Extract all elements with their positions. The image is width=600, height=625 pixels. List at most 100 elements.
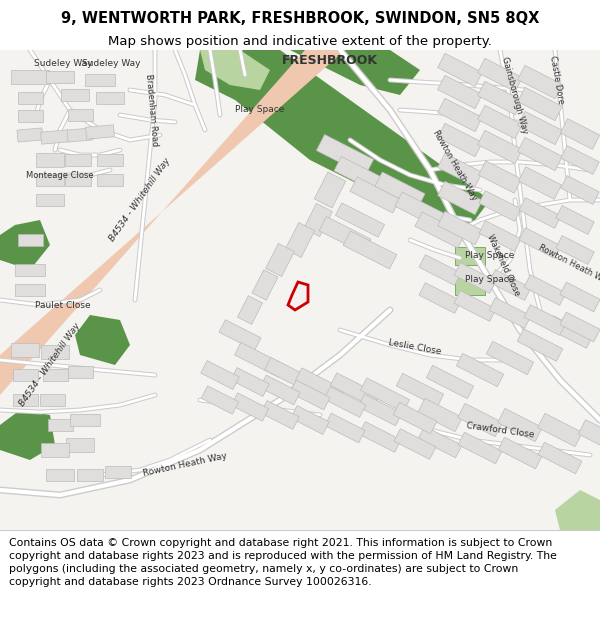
Bar [478, 131, 523, 164]
Bar [41, 443, 69, 457]
Bar [65, 174, 91, 186]
Bar [13, 369, 37, 381]
Bar [538, 442, 582, 474]
Bar [415, 212, 465, 248]
Text: Contains OS data © Crown copyright and database right 2021. This information is : Contains OS data © Crown copyright and d… [9, 538, 557, 588]
Bar [43, 369, 67, 381]
Bar [334, 156, 386, 194]
Bar [437, 211, 482, 244]
Bar [47, 419, 73, 431]
Bar [454, 262, 496, 293]
Bar [518, 66, 562, 99]
Bar [201, 361, 239, 389]
Bar [67, 109, 92, 121]
Bar [395, 192, 445, 228]
Bar [350, 177, 400, 213]
Bar [427, 366, 473, 399]
Bar [518, 88, 562, 121]
Polygon shape [0, 410, 55, 460]
Bar [252, 270, 278, 300]
Text: Castle Dore: Castle Dore [548, 55, 566, 105]
Bar [419, 254, 461, 286]
Bar [295, 368, 344, 402]
Bar [556, 206, 594, 234]
Bar [77, 469, 103, 481]
Bar [331, 373, 380, 407]
Bar [455, 277, 485, 295]
Bar [61, 89, 89, 101]
Bar [15, 284, 45, 296]
Bar [437, 153, 482, 187]
Bar [70, 414, 100, 426]
Bar [478, 81, 523, 114]
Text: Bradenham Road: Bradenham Road [145, 73, 160, 147]
Text: Rowton Heath Way: Rowton Heath Way [538, 243, 600, 287]
Bar [561, 146, 599, 174]
Bar [489, 269, 531, 301]
Bar [518, 138, 562, 171]
Bar [358, 394, 402, 426]
Bar [231, 368, 269, 396]
Bar [260, 375, 300, 405]
Bar [393, 402, 437, 434]
Bar [578, 420, 600, 450]
Bar [11, 343, 39, 357]
Bar [454, 291, 496, 321]
Bar [67, 128, 93, 142]
Bar [105, 466, 131, 478]
Bar [285, 222, 315, 258]
Bar [46, 469, 74, 481]
Bar [498, 438, 542, 469]
Text: Gainsborough Way: Gainsborough Way [500, 56, 530, 134]
Polygon shape [75, 315, 130, 365]
Bar [17, 128, 43, 142]
Bar [201, 386, 239, 414]
Text: FRESHBROOK: FRESHBROOK [282, 54, 378, 66]
Bar [324, 387, 366, 418]
Text: B4534 - Whitehill Way: B4534 - Whitehill Way [108, 157, 172, 243]
Bar [265, 357, 316, 392]
Bar [455, 247, 485, 265]
Polygon shape [0, 50, 345, 395]
Text: Map shows position and indicative extent of the property.: Map shows position and indicative extent… [108, 35, 492, 48]
Polygon shape [555, 490, 600, 530]
Bar [291, 406, 329, 434]
Bar [458, 432, 502, 464]
Bar [66, 438, 94, 452]
Bar [97, 154, 123, 166]
Bar [319, 216, 371, 254]
Bar [478, 58, 523, 92]
Bar [418, 398, 463, 432]
Bar [235, 342, 286, 377]
Bar [561, 176, 599, 204]
Bar [479, 221, 521, 251]
Bar [304, 204, 332, 236]
Bar [41, 130, 70, 144]
Bar [17, 92, 43, 104]
Bar [219, 319, 261, 351]
Bar [517, 329, 563, 361]
Text: 9, WENTWORTH PARK, FRESHBROOK, SWINDON, SN5 8QX: 9, WENTWORTH PARK, FRESHBROOK, SWINDON, … [61, 11, 539, 26]
Text: Play Space: Play Space [466, 276, 515, 284]
Bar [497, 408, 542, 442]
Bar [437, 181, 482, 214]
Polygon shape [290, 50, 420, 95]
Bar [361, 378, 410, 412]
Bar [397, 373, 443, 407]
Bar [519, 198, 561, 228]
Bar [67, 366, 92, 378]
Bar [518, 111, 562, 144]
Bar [419, 282, 461, 313]
Bar [524, 304, 566, 336]
Bar [457, 353, 503, 387]
Text: B4534 - Whitehill Way: B4534 - Whitehill Way [18, 322, 82, 408]
Bar [238, 296, 263, 324]
Bar [17, 234, 43, 246]
Text: Paulet Close: Paulet Close [35, 301, 91, 309]
Bar [41, 345, 69, 359]
Text: Sudeley Way: Sudeley Way [82, 59, 140, 69]
Bar [36, 174, 64, 186]
Bar [479, 161, 521, 193]
Text: Play Space: Play Space [235, 106, 284, 114]
Bar [375, 172, 425, 208]
